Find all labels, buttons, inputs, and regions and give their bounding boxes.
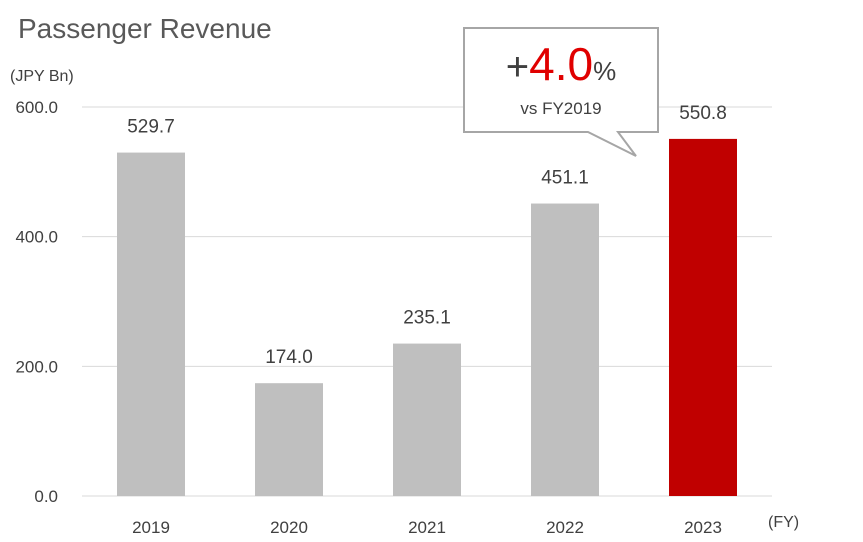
- x-tick-label: 2022: [546, 518, 584, 537]
- x-tick-label: 2020: [270, 518, 308, 537]
- bar-2022: [531, 203, 599, 496]
- callout-subtitle: vs FY2019: [520, 99, 601, 118]
- data-label: 529.7: [127, 117, 175, 138]
- data-label: 550.8: [679, 103, 727, 124]
- bar-2021: [393, 343, 461, 496]
- y-axis-unit-label: (JPY Bn): [10, 68, 74, 85]
- y-tick-label: 200.0: [15, 357, 58, 376]
- data-label: 174.0: [265, 347, 313, 368]
- bar-2019: [117, 152, 185, 497]
- x-tick-labels: 2019 2020 2021 2022 2023: [132, 518, 722, 537]
- callout-value: 4.0: [529, 38, 593, 90]
- callout-value-line: +4.0%: [506, 38, 616, 90]
- data-label: 451.1: [541, 168, 589, 189]
- x-axis-unit-label: (FY): [768, 514, 799, 531]
- x-tick-label: 2023: [684, 518, 722, 537]
- chart-title: Passenger Revenue: [18, 13, 272, 44]
- y-tick-labels: 0.0 200.0 400.0 600.0: [15, 98, 58, 506]
- x-tick-label: 2021: [408, 518, 446, 537]
- growth-callout: +4.0% vs FY2019: [463, 27, 659, 157]
- bars: [117, 138, 737, 497]
- callout-sign: +: [506, 45, 529, 89]
- y-tick-label: 0.0: [34, 487, 58, 506]
- x-tick-label: 2019: [132, 518, 170, 537]
- y-tick-label: 400.0: [15, 228, 58, 247]
- y-tick-label: 600.0: [15, 98, 58, 117]
- bar-2020: [255, 383, 323, 496]
- callout-box: [463, 27, 659, 157]
- data-labels: 529.7 174.0 235.1 451.1 550.8: [127, 103, 727, 368]
- callout-percent: %: [593, 56, 616, 86]
- data-label: 235.1: [403, 308, 451, 329]
- bar-2023: [669, 138, 737, 496]
